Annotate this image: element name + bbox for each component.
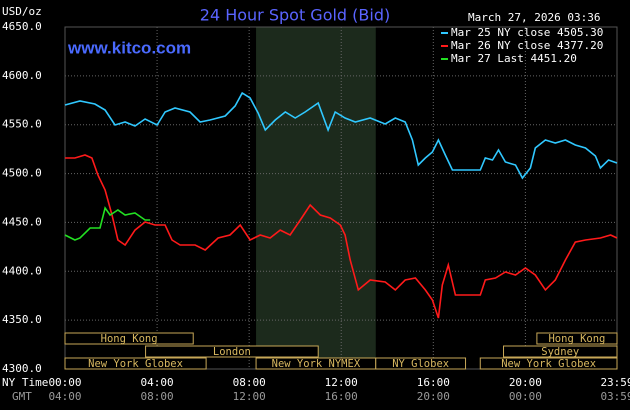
- session-bar: [145, 345, 319, 358]
- session-bar: [375, 357, 467, 370]
- x-tick-label: 04:00: [141, 376, 174, 389]
- x2-tick-label: 08:00: [141, 390, 174, 403]
- session-label: NY Globex: [392, 358, 449, 370]
- y-tick-label: 4450.0: [2, 215, 42, 228]
- x2-tick-label: 00:00: [509, 390, 542, 403]
- series-line: [64, 91, 618, 180]
- chart-title: 24 Hour Spot Gold (Bid): [200, 6, 390, 25]
- timestamp: March 27, 2026 03:36: [468, 11, 600, 24]
- x-tick-label: 16:00: [417, 376, 450, 389]
- series-line: [64, 206, 151, 241]
- y-axis-label: USD/oz: [2, 5, 42, 18]
- x2-tick-label: 16:00: [325, 390, 358, 403]
- legend-label: Mar 26 NY close 4377.20: [451, 39, 603, 52]
- x2-tick-label: 12:00: [233, 390, 266, 403]
- session-label: New York Globex: [88, 358, 183, 370]
- session-label: Hong Kong: [548, 333, 605, 345]
- x-tick-label: 23:59: [600, 376, 630, 389]
- session-label: London: [213, 346, 251, 358]
- x-tick-label: 20:00: [509, 376, 542, 389]
- legend-label: Mar 27 Last 4451.20: [451, 52, 577, 65]
- y-tick-label: 4500.0: [2, 167, 42, 180]
- y-tick-label: 4550.0: [2, 118, 42, 131]
- x2-tick-label: 04:00: [48, 390, 81, 403]
- y-tick-label: 4650.0: [2, 20, 42, 33]
- x-tick-label: 12:00: [325, 376, 358, 389]
- session-bar: [536, 332, 618, 345]
- session-bar: [503, 345, 618, 358]
- y-tick-label: 4350.0: [2, 313, 42, 326]
- x2-tick-label: 03:59: [600, 390, 630, 403]
- y-tick-label: 4300.0: [2, 362, 42, 375]
- x-tick-label: 08:00: [233, 376, 266, 389]
- y-tick-label: 4600.0: [2, 69, 42, 82]
- series-line: [65, 154, 618, 319]
- y-tick-label: 4400.0: [2, 264, 42, 277]
- x-axis-label: NY Time: [2, 376, 48, 389]
- x2-tick-label: 20:00: [417, 390, 450, 403]
- x2-axis-label: GMT: [12, 390, 32, 403]
- session-shade: [256, 27, 376, 369]
- legend-label: Mar 25 NY close 4505.30: [451, 26, 603, 39]
- x-tick-label: 00:00: [48, 376, 81, 389]
- session-label: Sydney: [541, 346, 579, 358]
- session-label: New York NYMEX: [272, 358, 361, 370]
- session-label: New York Globex: [501, 358, 596, 370]
- source: www.kitco.com: [67, 38, 191, 57]
- session-bar: [64, 332, 194, 345]
- session-bar: [479, 357, 618, 370]
- background-layer: [64, 26, 618, 370]
- session-label: Hong Kong: [101, 333, 158, 345]
- session-bar: [64, 357, 207, 370]
